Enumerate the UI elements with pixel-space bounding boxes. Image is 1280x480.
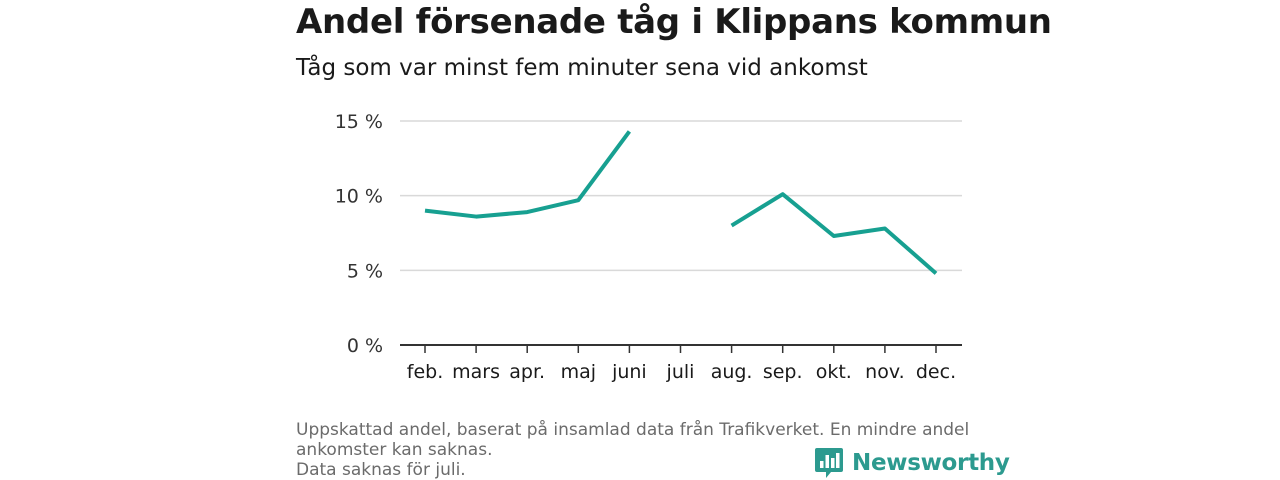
bar-chart-bubble-icon <box>815 448 843 478</box>
series-line-segment <box>424 130 632 219</box>
brand-name: Newsworthy <box>852 450 1010 476</box>
series-lines <box>424 130 938 275</box>
y-tick-label: 0 % <box>347 335 383 357</box>
chart-title: Andel försenade tåg i Klippans kommun <box>296 2 1052 42</box>
x-tick-label: maj <box>561 361 596 383</box>
y-tick-label: 10 % <box>335 186 383 208</box>
series-line-segment <box>730 192 938 275</box>
y-tick-label: 5 % <box>347 260 383 282</box>
newsworthy-logo: Newsworthy <box>814 446 1010 480</box>
footnote-line-2: ankomster kan saknas. <box>296 440 493 460</box>
x-tick-label: sep. <box>763 361 803 383</box>
footnote-line-1: Uppskattad andel, baserat på insamlad da… <box>296 420 970 440</box>
x-tick-label: juni <box>611 361 647 383</box>
x-tick-label: apr. <box>509 361 545 383</box>
chart-subtitle: Tåg som var minst fem minuter sena vid a… <box>296 55 868 81</box>
y-tick-label: 15 % <box>335 111 383 133</box>
x-axis-tick-labels: feb. mars apr. maj juni juli aug. sep. okt. nov. d… <box>407 361 956 383</box>
x-tick-label: aug. <box>711 361 753 383</box>
x-tick-label: feb. <box>407 361 443 383</box>
line-chart: 0 % 5 % 10 % 15 % feb. mars apr. maj juni juli au… <box>335 111 962 383</box>
x-tick-label: juli <box>666 361 695 383</box>
footnote-line-3: Data saknas för juli. <box>296 460 466 480</box>
x-tick-label: okt. <box>816 361 852 383</box>
x-axis <box>400 344 962 353</box>
gridlines <box>400 120 962 272</box>
x-tick-label: mars <box>452 361 500 383</box>
y-axis-tick-labels: 0 % 5 % 10 % 15 % <box>335 111 383 357</box>
x-tick-label: nov. <box>865 361 904 383</box>
x-tick-label: dec. <box>916 361 956 383</box>
footnote: Uppskattad andel, baserat på insamlad da… <box>296 420 986 480</box>
